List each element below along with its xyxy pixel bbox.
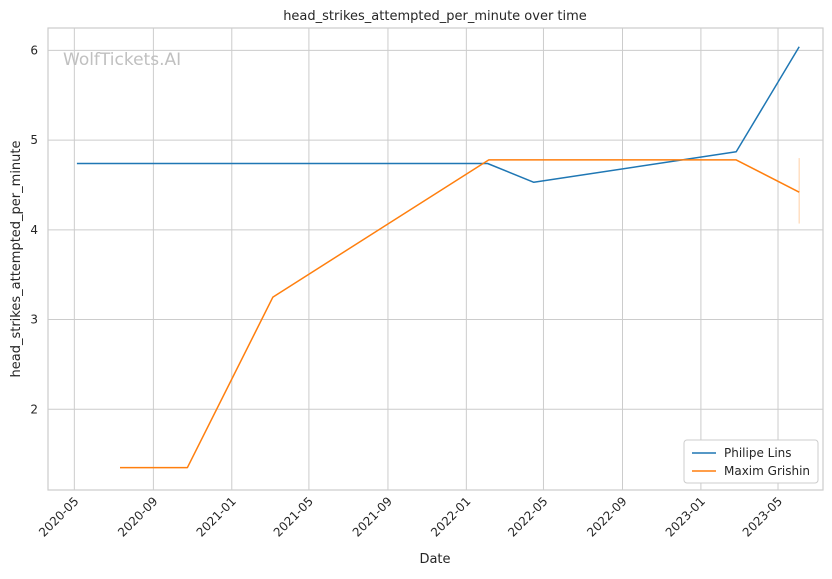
x-tick-label: 2023-01 [663,494,708,539]
x-tick-label: 2021-09 [350,494,395,539]
y-tick-label: 6 [30,43,38,57]
plot-area-frame [47,27,824,491]
x-tick-label: 2022-05 [505,494,550,539]
series-line-maxim-grishin [120,159,800,469]
legend: Philipe Lins Maxim Grishin [683,439,819,484]
x-tick-label: 2021-01 [194,494,239,539]
x-tick-label: 2021-05 [271,494,316,539]
x-tick-label: 2022-01 [428,494,473,539]
y-tick-label: 2 [30,402,38,416]
legend-label-philipe-lins: Philipe Lins [724,446,792,460]
y-tick-label: 4 [30,223,38,237]
x-axis-label: Date [419,552,450,567]
x-tick-label: 2020-09 [115,494,160,539]
legend-box [683,439,819,484]
chart-title: head_strikes_attempted_per_minute over t… [283,9,587,24]
x-tick-label: 2020-05 [36,494,81,539]
grid [48,28,823,490]
tick-labels: 2020-05 2020-09 2021-01 2021-05 2021-09 2022-… [30,43,785,539]
series-layer [76,46,800,469]
series-line-philipe-lins [76,46,800,184]
legend-label-maxim-grishin: Maxim Grishin [724,464,810,478]
y-tick-label: 5 [30,133,38,147]
watermark: WolfTickets.AI [63,50,181,70]
y-tick-label: 3 [30,313,38,327]
y-axis-label: head_strikes_attempted_per_minute [9,141,24,378]
x-tick-label: 2023-05 [740,494,785,539]
x-tick-label: 2022-09 [584,494,629,539]
